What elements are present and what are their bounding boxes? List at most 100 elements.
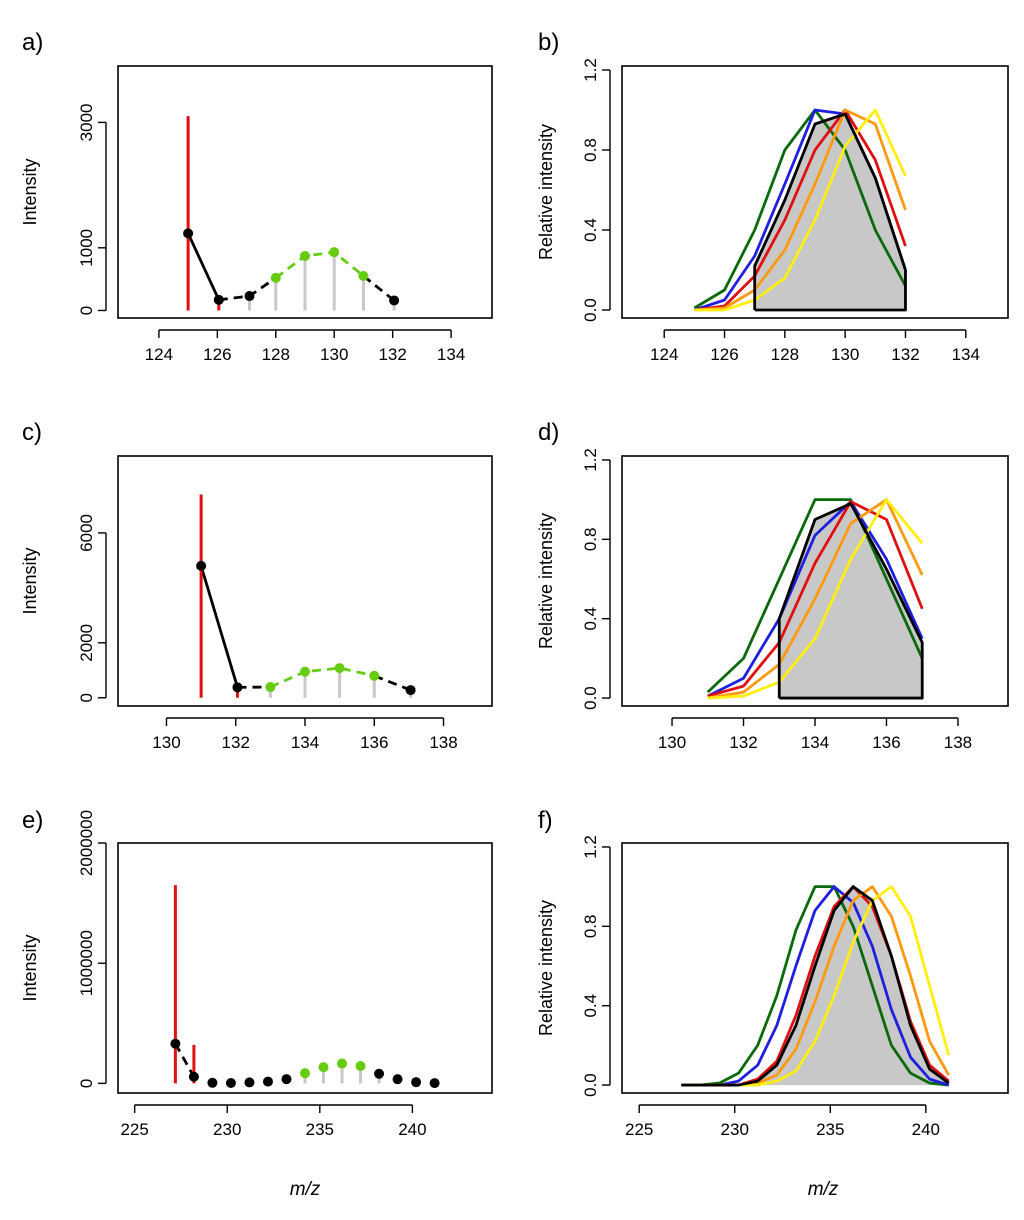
y-axis-title: Relative intensity: [536, 124, 556, 260]
x-tick-label: 124: [650, 345, 678, 364]
x-axis-title-left: m/z: [290, 1179, 321, 1200]
x-tick-label: 124: [145, 345, 173, 364]
panel-e: e) 225 230 235 240 0 1000000 2000000 Intensity: [20, 807, 493, 1139]
y-tick-label: 6000: [77, 514, 96, 552]
series-line-red: [707, 500, 924, 698]
data-point: [196, 560, 207, 571]
panel-a: a) 124 126 128 130 132 134 0 1000 3000 Intensity: [20, 29, 493, 364]
data-point: [300, 250, 310, 261]
y-tick-label: 3000: [77, 104, 96, 142]
data-point: [265, 682, 276, 693]
panel-label: d): [538, 419, 559, 446]
series-line-red: [694, 108, 907, 312]
y-tick-label: 0.8: [581, 528, 600, 552]
series-line-black: [681, 885, 950, 1087]
x-tick-label: 230: [213, 1120, 241, 1139]
data-point: [374, 1068, 385, 1079]
series-line-observed: [174, 1043, 196, 1078]
plot-frame: [117, 455, 493, 707]
x-tick-label: 138: [429, 733, 457, 752]
x-tick-label: 235: [306, 1120, 334, 1139]
x-tick-label: 126: [203, 345, 231, 364]
series-line-observed: [186, 232, 221, 301]
plot-frame: [621, 842, 1009, 1094]
x-tick-label: 128: [262, 345, 290, 364]
x-tick-label: 136: [360, 733, 388, 752]
data-point: [244, 1077, 255, 1088]
y-tick-label: 0: [77, 693, 96, 702]
series-line-envelope: [269, 666, 375, 689]
data-point: [183, 228, 194, 239]
panel-label: c): [22, 419, 42, 446]
y-tick-label: 0.8: [581, 138, 600, 162]
y-tick-label: 1.2: [581, 448, 600, 472]
x-tick-label: 126: [710, 345, 738, 364]
x-tick-label: 134: [291, 733, 319, 752]
y-tick-label: 0.0: [581, 1073, 600, 1097]
data-point: [225, 1078, 236, 1089]
y-axis-title: Intensity: [20, 934, 40, 1001]
y-tick-label: 0.4: [581, 994, 600, 1018]
data-point: [300, 666, 310, 677]
data-point: [405, 685, 416, 696]
data-point: [232, 682, 243, 693]
data-point: [300, 1068, 310, 1079]
x-tick-label: 225: [120, 1120, 148, 1139]
data-point: [334, 663, 345, 674]
y-tick-label: 0: [77, 306, 96, 315]
data-point: [392, 1074, 403, 1085]
data-point: [262, 1076, 273, 1087]
series-line-blue: [707, 500, 924, 698]
data-point: [188, 1071, 199, 1082]
series-line-yellow: [694, 108, 907, 312]
x-tick-label: 132: [222, 733, 250, 752]
y-tick-label: 2000: [77, 624, 96, 662]
x-tick-label: 130: [831, 345, 859, 364]
panel-label: e): [22, 807, 43, 834]
x-tick-label: 134: [952, 345, 980, 364]
x-tick-label: 240: [398, 1120, 426, 1139]
y-tick-label: 2000000: [77, 810, 96, 876]
x-tick-label: 134: [437, 345, 465, 364]
series-line-observed: [199, 565, 239, 688]
y-tick-label: 0.8: [581, 915, 600, 939]
y-tick-label: 1.2: [581, 835, 600, 859]
data-point: [355, 1060, 366, 1071]
panel-label: a): [22, 29, 43, 56]
y-tick-label: 1000: [77, 229, 96, 267]
y-axis-title: Relative intensity: [536, 900, 556, 1036]
x-tick-label: 235: [816, 1120, 844, 1139]
panel-label: f): [538, 807, 553, 834]
x-tick-label: 138: [944, 733, 972, 752]
x-tick-label: 130: [152, 733, 180, 752]
plot-frame: [621, 455, 1009, 707]
data-point: [270, 272, 281, 283]
x-axis-title-right: m/z: [808, 1179, 839, 1200]
filled-area: [779, 503, 923, 699]
series-line-darkgreen: [693, 108, 907, 310]
y-tick-label: 1.2: [581, 58, 600, 82]
data-point: [244, 291, 255, 302]
y-axis-title: Intensity: [20, 547, 40, 614]
data-point: [369, 670, 380, 681]
data-point: [329, 247, 340, 258]
y-axis-title: Intensity: [20, 158, 40, 225]
x-tick-label: 132: [729, 733, 757, 752]
series-line-yellow: [707, 498, 924, 700]
panel-label: b): [538, 29, 559, 56]
x-tick-label: 230: [721, 1120, 749, 1139]
series-line-black: [753, 112, 907, 312]
plot-frame: [117, 842, 493, 1094]
x-tick-label: 130: [320, 345, 348, 364]
panel-d: d) 130 132 134 136 138 0.0 0.4 0.8 1.2 Relative in…: [536, 419, 1009, 752]
y-tick-label: 0.0: [581, 298, 600, 322]
data-point: [318, 1062, 329, 1073]
data-point: [429, 1078, 440, 1089]
plot-frame: [117, 65, 493, 319]
series-line-black: [777, 502, 924, 700]
x-tick-label: 134: [801, 733, 829, 752]
data-point: [170, 1038, 181, 1049]
data-point: [411, 1077, 422, 1088]
data-point: [337, 1058, 348, 1069]
